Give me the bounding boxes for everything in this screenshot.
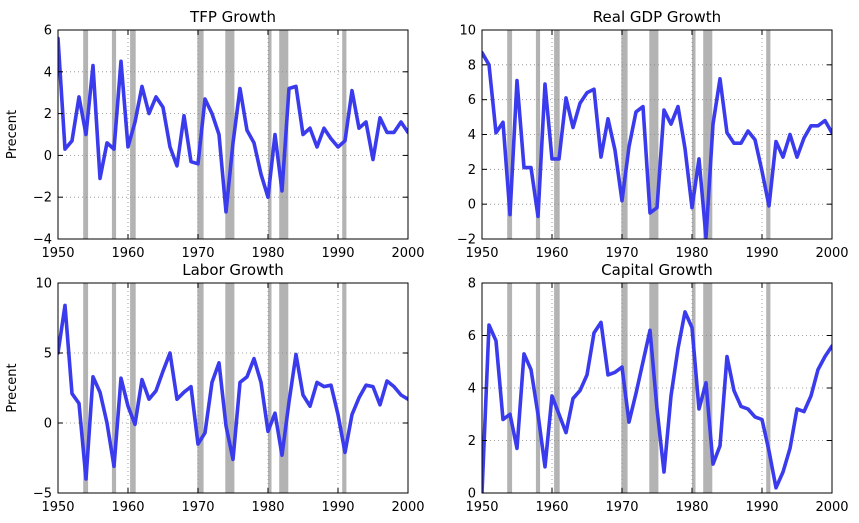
recession-band	[130, 283, 136, 493]
x-tick-label: 1950	[41, 246, 74, 261]
recession-band	[703, 30, 713, 239]
y-tick-label: 10	[459, 24, 476, 39]
x-tick-label: 1950	[465, 500, 498, 515]
x-tick-label: 1980	[251, 246, 284, 261]
recession-band	[507, 30, 513, 239]
x-tick-label: 1970	[181, 500, 214, 515]
x-tick-label: 1980	[675, 246, 708, 261]
chart-title: Real GDP Growth	[593, 8, 721, 26]
x-tick-label: 1950	[465, 246, 498, 261]
y-tick-label: 6	[44, 24, 52, 39]
recession-band	[268, 30, 272, 239]
recession-band	[279, 283, 289, 493]
series-line	[482, 50, 832, 239]
y-tick-label: 6	[468, 93, 476, 108]
recession-band	[554, 283, 560, 493]
y-tick-label: 0	[468, 198, 476, 213]
recession-band	[225, 283, 235, 493]
x-tick-label: 1960	[111, 500, 144, 515]
x-tick-label: 1960	[111, 246, 144, 261]
x-tick-label: 1990	[321, 500, 354, 515]
recession-band	[83, 283, 89, 493]
y-tick-label: 4	[468, 382, 476, 397]
plot-frame	[57, 282, 409, 494]
series-line	[482, 310, 832, 493]
series-line	[58, 36, 408, 214]
x-tick-label: 2000	[815, 500, 848, 515]
chart-title: Labor Growth	[182, 261, 283, 279]
x-tick-label: 1990	[745, 246, 778, 261]
y-tick-label: 2	[44, 107, 52, 122]
x-tick-label: 1970	[605, 500, 638, 515]
plot-frame	[57, 29, 409, 240]
x-tick-label: 1960	[535, 246, 568, 261]
recession-band	[279, 30, 289, 239]
chart-panel-2: 1950 1960 1970 1980 1990 2000 −2 0 2 4 6 8 10 Real GD…	[457, 8, 849, 261]
chart-title: TFP Growth	[189, 8, 276, 26]
x-tick-label: 1950	[41, 500, 74, 515]
recession-band	[621, 30, 628, 239]
x-tick-label: 1980	[675, 500, 708, 515]
y-tick-label: 8	[468, 58, 476, 73]
recession-band	[111, 283, 117, 493]
chart-panel-1: 1950 1960 1970 1980 1990 2000 −4 −2 0 2 4 6 TFP Grow…	[5, 8, 425, 261]
chart-panel-3: 1950 1960 1970 1980 1990 2000 −5 0 5 10 Labor Grow…	[5, 261, 425, 515]
x-tick-label: 1990	[321, 246, 354, 261]
y-tick-label: 2	[468, 434, 476, 449]
chart-panel-4: 1950 1960 1970 1980 1990 2000 0 2 4 6 8 Capital Gro…	[465, 261, 848, 515]
recession-band	[692, 30, 696, 239]
y-tick-label: 0	[44, 417, 52, 432]
y-tick-label: −5	[33, 487, 52, 502]
y-tick-label: 10	[35, 277, 52, 292]
recession-band	[766, 283, 771, 493]
series-line	[58, 303, 408, 481]
x-tick-label: 1990	[745, 500, 778, 515]
x-tick-label: 2000	[391, 246, 424, 261]
recession-band	[649, 30, 659, 239]
x-tick-label: 1960	[535, 500, 568, 515]
x-tick-label: 2000	[815, 246, 848, 261]
x-tick-label: 1970	[181, 246, 214, 261]
y-tick-label: 2	[468, 163, 476, 178]
x-tick-label: 2000	[391, 500, 424, 515]
recession-band	[197, 283, 204, 493]
recession-band	[507, 283, 513, 493]
recession-band	[766, 30, 771, 239]
y-tick-label: 6	[468, 329, 476, 344]
y-tick-label: 0	[468, 487, 476, 502]
y-tick-label: 0	[44, 149, 52, 164]
y-tick-label: 8	[468, 277, 476, 292]
x-tick-label: 1970	[605, 246, 638, 261]
recession-band	[225, 30, 235, 239]
recession-band	[554, 30, 560, 239]
x-tick-label: 1980	[251, 500, 284, 515]
recession-band	[268, 283, 272, 493]
y-axis-label: Precent	[5, 363, 20, 412]
y-tick-label: 5	[44, 347, 52, 362]
recession-band	[342, 283, 347, 493]
y-tick-label: −2	[457, 233, 476, 248]
y-tick-label: 4	[468, 128, 476, 143]
recession-band	[692, 283, 696, 493]
y-tick-label: −2	[33, 191, 52, 206]
chart-title: Capital Growth	[601, 261, 713, 279]
y-tick-label: 4	[44, 65, 52, 80]
y-tick-label: −4	[33, 233, 52, 248]
y-axis-label: Precent	[5, 110, 20, 159]
